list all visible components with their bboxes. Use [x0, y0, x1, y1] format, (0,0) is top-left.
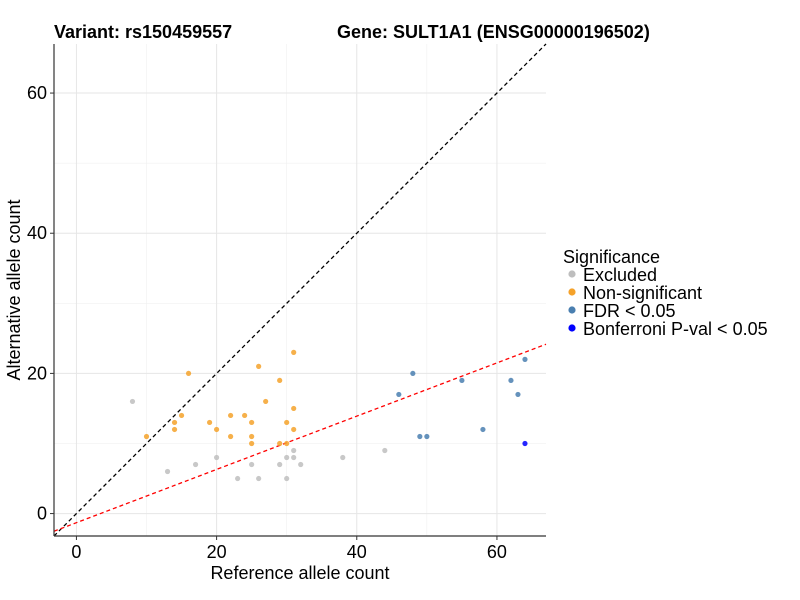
y-tick-label: 0: [37, 504, 47, 524]
point-non-significant: [291, 405, 297, 412]
point-excluded: [291, 454, 297, 461]
point-non-significant: [256, 363, 262, 369]
point-fdr-0-05: [522, 356, 528, 362]
grid: [54, 44, 546, 536]
legend-key-bonferroni-p-val-0-05: [568, 324, 576, 332]
point-non-significant: [185, 370, 192, 377]
point-excluded: [164, 468, 171, 475]
point-fdr-0-05: [459, 377, 465, 384]
point-excluded: [277, 461, 283, 468]
chart-title-gene: Gene: SULT1A1 (ENSG00000196502): [337, 22, 650, 42]
point-fdr-0-05: [417, 433, 423, 440]
y-axis-label: Alternative allele count: [4, 199, 24, 380]
point-non-significant: [291, 426, 297, 433]
ratio-fit-line: [53, 343, 547, 532]
data-points: [129, 349, 528, 482]
point-fdr-0-05: [410, 370, 416, 377]
legend: Significance ExcludedNon-significantFDR …: [563, 247, 768, 339]
x-tick-label: 20: [207, 542, 227, 562]
point-excluded: [213, 454, 220, 461]
point-non-significant: [284, 440, 290, 447]
reference-lines: [53, 43, 547, 537]
diagonal-line: [53, 43, 547, 537]
point-excluded: [129, 398, 136, 405]
x-tick-label: 60: [487, 542, 507, 562]
point-fdr-0-05: [424, 433, 430, 440]
legend-label-non-significant: Non-significant: [583, 283, 702, 303]
point-non-significant: [228, 412, 234, 419]
point-non-significant: [228, 433, 234, 440]
point-excluded: [291, 447, 297, 454]
point-fdr-0-05: [508, 377, 514, 384]
point-excluded: [340, 454, 346, 461]
point-excluded: [284, 454, 290, 461]
point-excluded: [298, 461, 304, 468]
point-non-significant: [206, 419, 213, 426]
point-excluded: [382, 447, 388, 454]
legend-label-fdr-0-05: FDR < 0.05: [583, 301, 676, 321]
point-non-significant: [178, 412, 185, 419]
point-non-significant: [171, 426, 178, 433]
point-excluded: [249, 461, 255, 468]
y-tick-label: 20: [27, 363, 47, 383]
legend-title: Significance: [563, 247, 660, 267]
point-non-significant: [263, 398, 269, 405]
point-non-significant: [171, 419, 178, 426]
legend-key-fdr-0-05: [568, 306, 576, 314]
point-non-significant: [213, 426, 220, 433]
legend-key-non-significant: [568, 288, 576, 296]
point-non-significant: [277, 377, 283, 384]
point-non-significant: [249, 433, 255, 440]
point-non-significant: [249, 440, 255, 447]
point-excluded: [235, 475, 241, 482]
point-excluded: [256, 475, 262, 482]
point-non-significant: [291, 349, 297, 355]
legend-label-bonferroni-p-val-0-05: Bonferroni P-val < 0.05: [583, 319, 768, 339]
point-excluded: [284, 475, 290, 482]
axis-ticks: 0 20 40 60 0 20 40 60: [27, 83, 507, 562]
y-tick-label: 40: [27, 223, 47, 243]
x-tick-label: 0: [71, 542, 81, 562]
point-non-significant: [143, 433, 150, 440]
point-fdr-0-05: [515, 391, 521, 398]
point-fdr-0-05: [396, 391, 402, 398]
point-non-significant: [249, 419, 255, 426]
point-bonferroni-p-val-0-05: [522, 440, 528, 447]
point-excluded: [192, 461, 199, 468]
chart-title-variant: Variant: rs150459557: [54, 22, 232, 42]
x-axis-label: Reference allele count: [210, 563, 389, 583]
point-non-significant: [277, 440, 283, 447]
point-non-significant: [284, 419, 290, 426]
point-non-significant: [242, 412, 248, 419]
legend-key-excluded: [568, 270, 576, 278]
x-tick-label: 40: [347, 542, 367, 562]
y-tick-label: 60: [27, 83, 47, 103]
legend-label-excluded: Excluded: [583, 265, 657, 285]
point-fdr-0-05: [480, 426, 486, 433]
